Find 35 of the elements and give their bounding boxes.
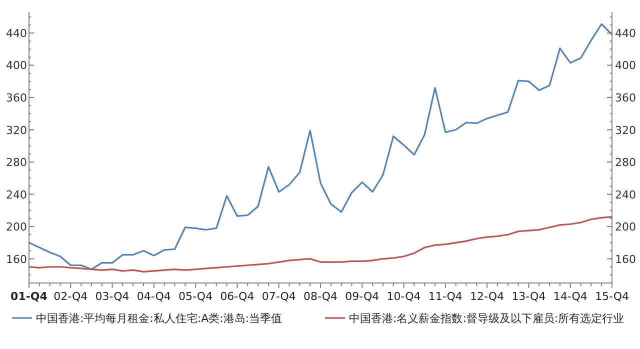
x-tick-label: 07-Q4 [262, 290, 296, 303]
y2-tick-label: 240 [615, 188, 636, 202]
y-tick-label: 200 [6, 220, 27, 234]
x-tick-label: 05-Q4 [178, 290, 213, 303]
x-tick-label: 13-Q4 [512, 290, 546, 303]
x-tick-label: 14-Q4 [553, 290, 588, 303]
y-tick-label: 280 [6, 156, 27, 170]
y-tick-label: 360 [6, 91, 27, 104]
y-tick-label: 240 [6, 188, 27, 202]
y-tick-label: 320 [6, 124, 27, 137]
y-tick-label: 440 [6, 26, 27, 40]
y2-tick-label: 160 [615, 252, 636, 266]
legend-label: 中国香港:名义薪金指数:督导级及以下雇员:所有选定行业 [349, 312, 624, 325]
x-tick-label: 08-Q4 [303, 290, 338, 303]
x-tick-label: 06-Q4 [220, 290, 254, 303]
y2-tick-label: 200 [615, 220, 636, 234]
y-tick-label: 400 [6, 59, 27, 72]
x-tick-label: 09-Q4 [345, 290, 380, 303]
x-tick-label: 12-Q4 [470, 290, 504, 303]
legend-label: 中国香港:平均每月租金:私人住宅:A类:港岛:当季值 [36, 312, 282, 325]
y2-tick-label: 320 [615, 124, 636, 137]
x-tick-label: 03-Q4 [95, 290, 130, 303]
x-tick-label: 10-Q4 [386, 290, 421, 303]
line-series [28, 216, 613, 273]
y2-tick-label: 280 [615, 156, 636, 170]
line-series [28, 23, 613, 270]
y2-tick-label: 400 [615, 59, 636, 72]
x-tick-label: 01-Q4 [10, 290, 48, 303]
y2-tick-label: 440 [615, 26, 636, 40]
y2-tick-label: 360 [615, 91, 636, 104]
x-tick-label: 04-Q4 [136, 290, 171, 303]
x-tick-label: 11-Q4 [428, 290, 462, 303]
y-tick-label: 160 [6, 252, 27, 266]
x-tick-label: 02-Q4 [54, 290, 88, 303]
x-tick-label: 15-Q4 [594, 290, 630, 303]
